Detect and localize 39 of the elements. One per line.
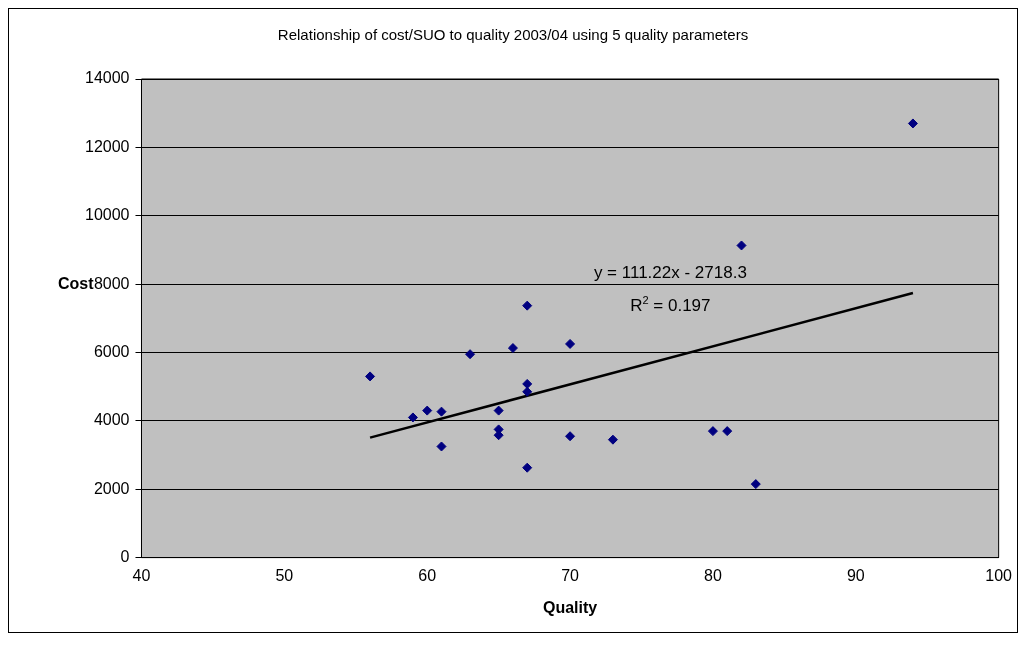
chart-title: Relationship of cost/SUO to quality 2003/04 using 5 quality parameters	[277, 26, 749, 44]
point	[436, 406, 447, 417]
point	[465, 349, 476, 360]
point	[736, 240, 747, 251]
point	[507, 343, 518, 354]
point	[522, 386, 533, 397]
point	[407, 412, 418, 423]
point	[750, 479, 761, 490]
x-tick-label: 90	[846, 566, 865, 584]
x-tick-label: 100	[985, 566, 1013, 584]
point	[522, 300, 533, 311]
y-tick-label: 12000	[84, 137, 130, 155]
x-tick-label: 60	[418, 566, 437, 584]
point	[707, 426, 718, 437]
annotation: y = 111.22x - 2718.3	[593, 262, 747, 282]
point	[607, 434, 618, 445]
x-tick-label: 70	[561, 566, 580, 584]
point	[365, 371, 376, 382]
point	[522, 378, 533, 389]
y-tick-label: 14000	[84, 69, 130, 87]
point	[565, 431, 576, 442]
point	[522, 462, 533, 473]
y-tick-label: 8000	[93, 274, 130, 292]
x-tick-label: 80	[704, 566, 722, 584]
y-tick-label: 0	[120, 548, 130, 566]
y-tick-label: 4000	[93, 411, 130, 429]
point	[493, 405, 504, 416]
point	[436, 441, 447, 452]
point	[907, 118, 918, 129]
point	[422, 405, 433, 416]
y-tick-label: 6000	[93, 342, 130, 360]
point	[722, 426, 733, 437]
y-tick-label: 2000	[93, 479, 130, 497]
y-axis-title: Cost	[57, 275, 95, 293]
point	[565, 338, 576, 349]
y-tick-label: 10000	[84, 206, 130, 224]
x-tick-label: 50	[275, 566, 294, 584]
x-axis-title: Quality	[542, 598, 598, 616]
x-tick-label: 40	[132, 566, 151, 584]
